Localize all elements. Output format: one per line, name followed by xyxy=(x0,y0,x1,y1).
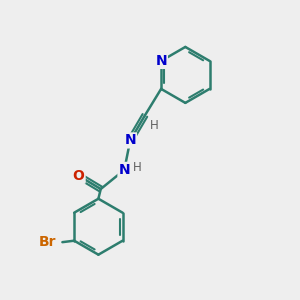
Text: H: H xyxy=(133,161,141,174)
Text: N: N xyxy=(155,54,167,68)
Text: N: N xyxy=(118,163,130,177)
Text: H: H xyxy=(150,119,159,132)
Text: N: N xyxy=(124,134,136,147)
Text: Br: Br xyxy=(39,235,56,249)
Text: O: O xyxy=(73,169,85,183)
